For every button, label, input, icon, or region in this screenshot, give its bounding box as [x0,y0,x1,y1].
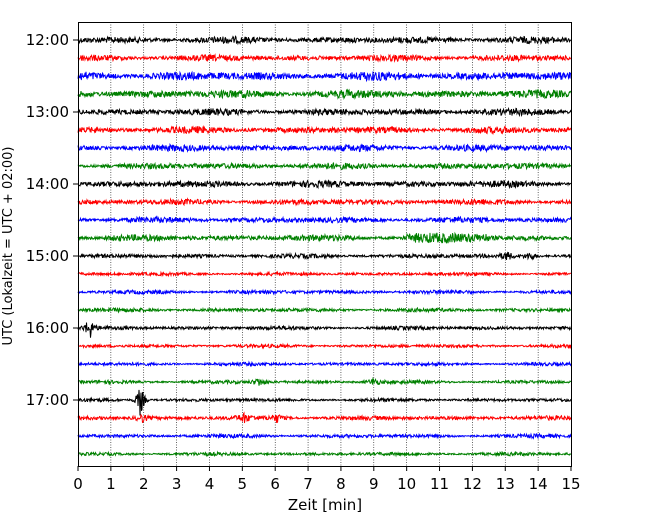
seismogram-trace [77,306,572,314]
x-tick-label: 12 [463,475,482,493]
seismogram-trace [77,231,572,244]
y-tick-label: 16:00 [26,319,69,337]
x-axis-title: Zeit [min] [288,496,362,514]
seismogram-trace [77,197,572,207]
x-axis-ticks: 0 1 2 3 4 5 6 7 8 9 10 11 12 13 14 15 [73,466,581,493]
seismogram-trace [77,342,572,350]
y-tick-label: 13:00 [26,103,69,121]
y-axis-ticks: 12:00 13:00 14:00 15:00 16:00 17:00 [26,31,78,409]
y-tick-label: 14:00 [26,175,69,193]
seismogram-trace [77,270,572,278]
seismogram-trace [77,35,572,46]
seismogram-trace [77,53,572,63]
plot-frame [78,22,572,467]
y-axis-title: UTC (Lokalzeit = UTC + 02:00) [1,147,16,346]
x-tick-label: 9 [369,475,379,493]
x-tick-label: 2 [139,475,149,493]
seismogram-trace [77,432,572,440]
seismogram-trace [77,179,572,190]
seismogram-trace [77,360,572,368]
x-tick-label: 13 [496,475,515,493]
y-tick-label: 17:00 [26,391,69,409]
grid-lines [110,22,539,466]
x-tick-label: 6 [270,475,280,493]
seismogram-trace [77,70,572,83]
x-tick-label: 11 [430,475,449,493]
y-tick-label: 15:00 [26,247,69,265]
seismogram-trace [77,106,572,118]
seismogram-traces [77,35,572,458]
seismogram-trace [77,389,572,416]
x-tick-label: 5 [238,475,248,493]
x-tick-label: 4 [205,475,215,493]
seismogram-trace [77,143,572,154]
y-tick-label: 12:00 [26,31,69,49]
seismogram-trace [77,215,572,224]
seismogram-trace [77,88,572,100]
x-tick-label: 15 [561,475,580,493]
seismogram-trace [77,125,572,136]
seismogram-trace [77,288,572,296]
x-tick-label: 7 [303,475,313,493]
x-tick-label: 1 [106,475,116,493]
seismogram-trace [77,411,572,424]
x-tick-label: 0 [73,475,83,493]
x-tick-label: 10 [397,475,416,493]
x-tick-label: 3 [172,475,182,493]
x-tick-label: 14 [529,475,548,493]
seismogram-trace [77,251,572,261]
seismogram-trace [77,161,572,171]
x-tick-label: 8 [336,475,346,493]
seismogram-trace [77,322,572,338]
seismogram-trace [77,376,572,386]
seismogram-trace [77,450,572,458]
